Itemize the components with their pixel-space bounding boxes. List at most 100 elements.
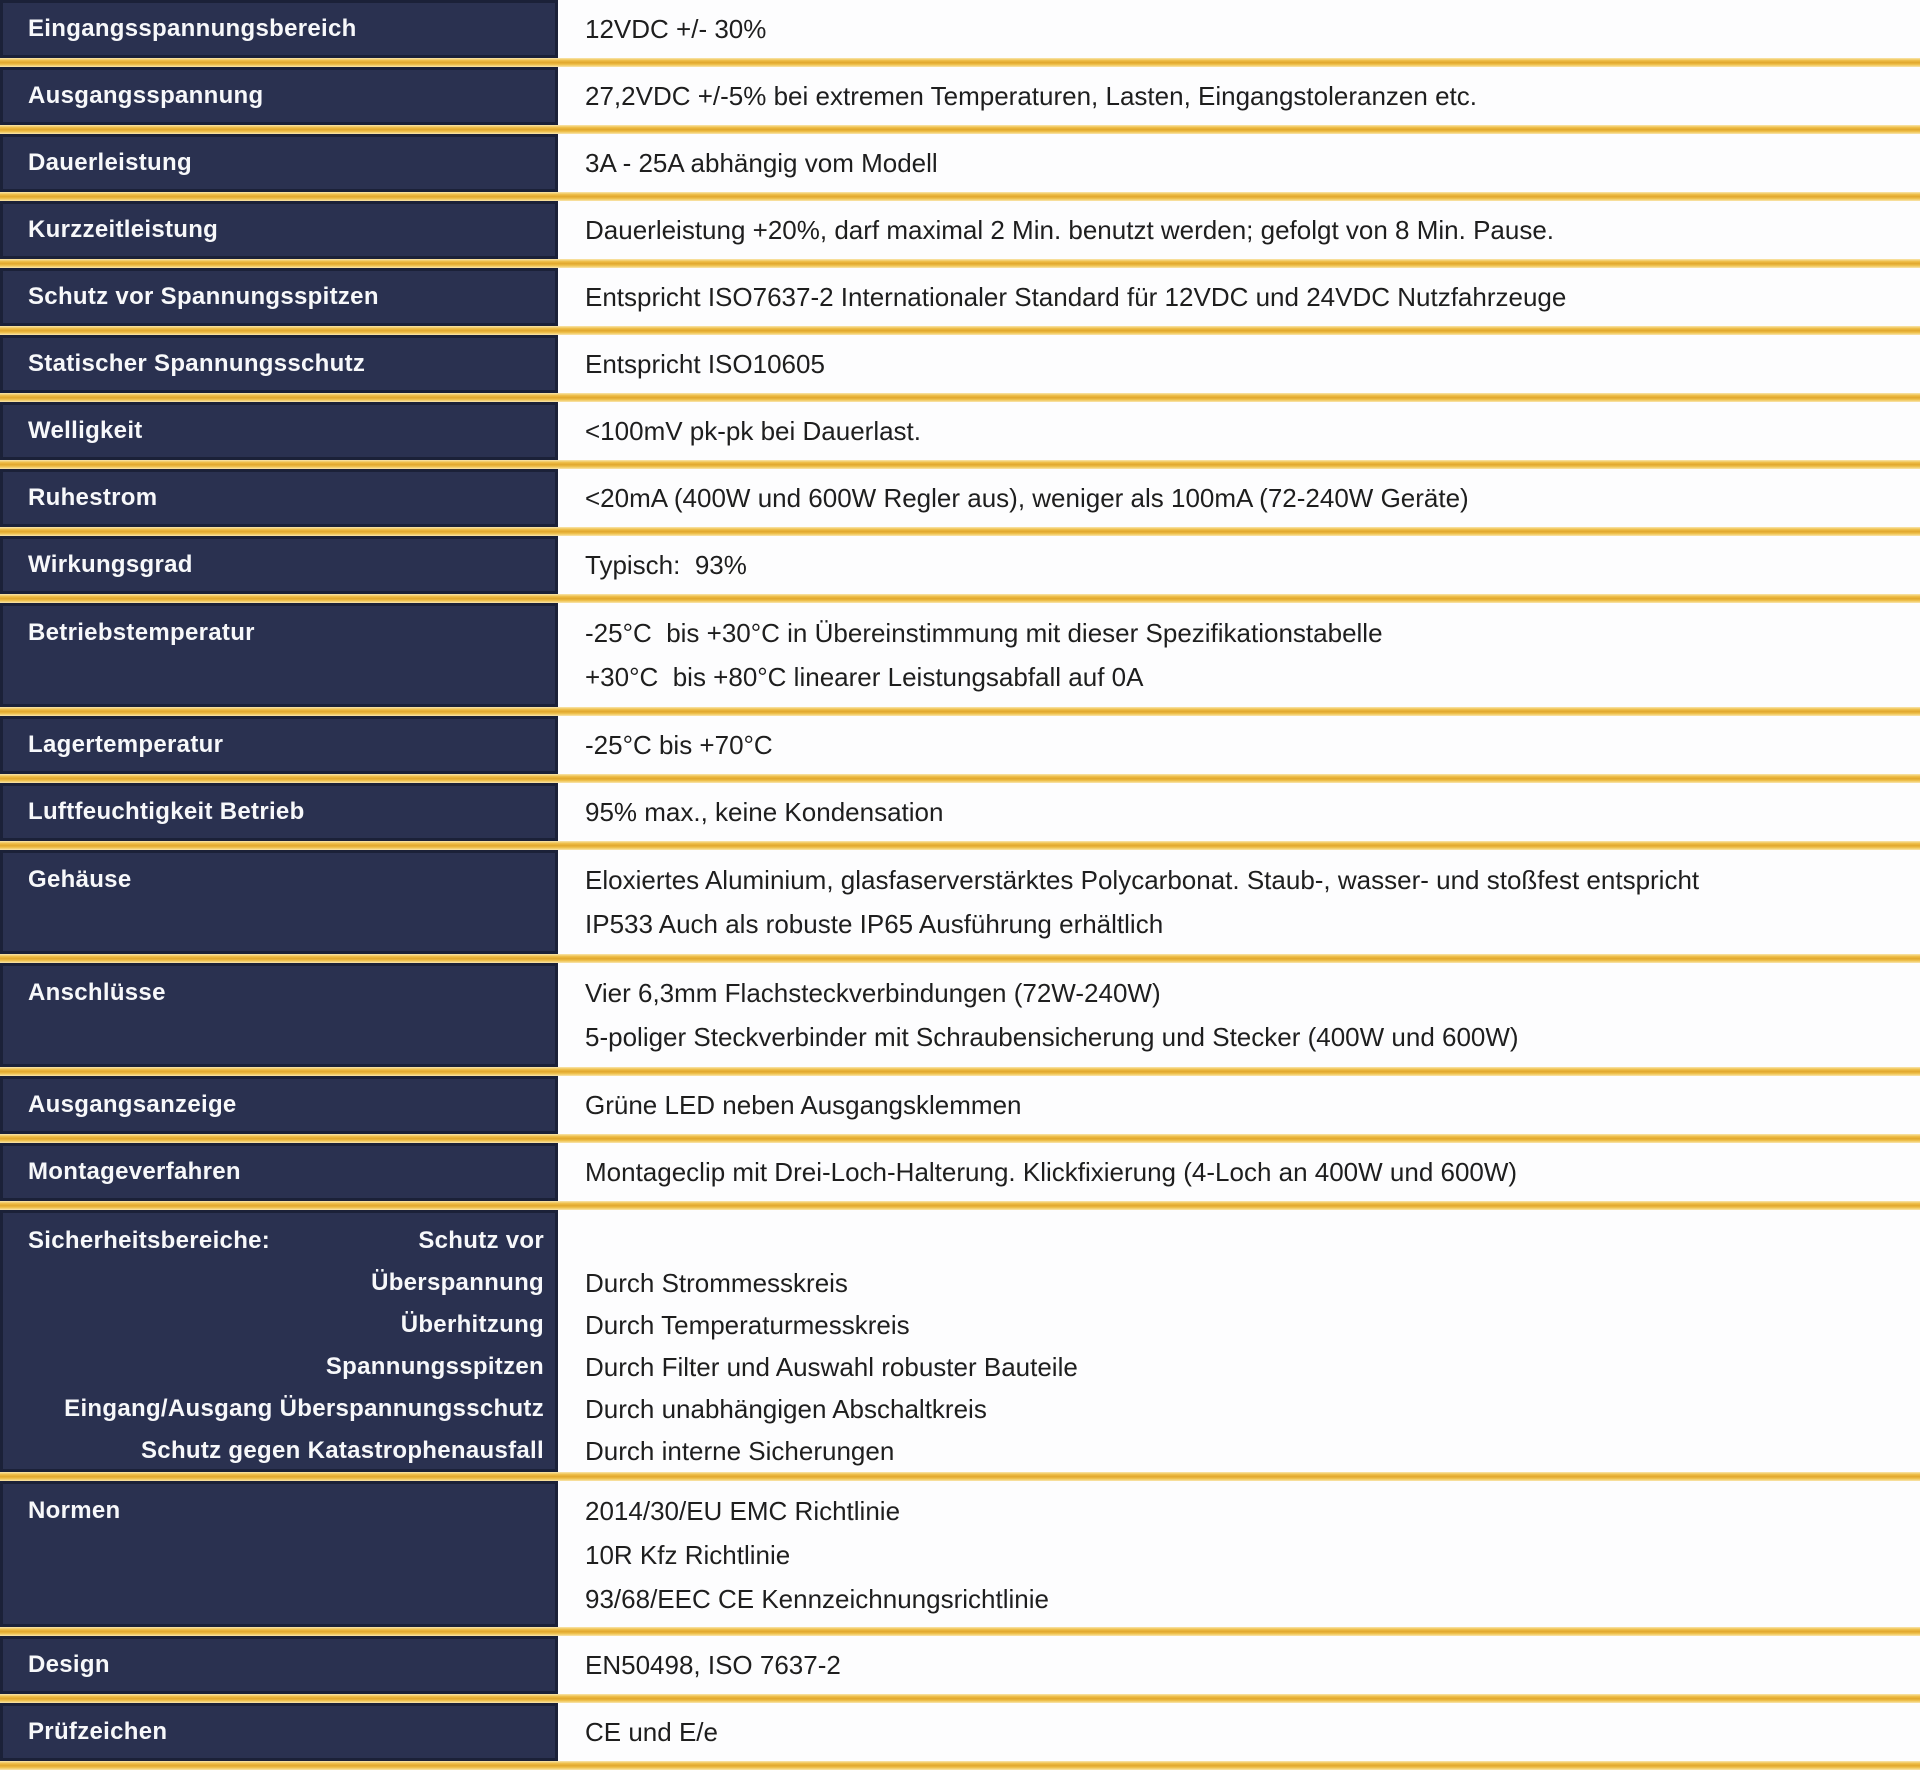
safety-sub-label: Eingang/Ausgang Überspannungsschutz [64, 1395, 544, 1422]
spec-value-line: 2014/30/EU EMC Richtlinie [585, 1496, 901, 1526]
spec-label: Lagertemperatur [28, 731, 224, 758]
spec-row-continuous-power: Dauerleistung 3A - 25A abhängig vom Mode… [0, 134, 1920, 192]
spec-value: 95% max., keine Kondensation [585, 797, 944, 827]
row-divider [0, 954, 1920, 963]
spec-value: Entspricht ISO7637-2 Internationaler Sta… [585, 282, 1567, 312]
spec-value: <20mA (400W und 600W Regler aus), wenige… [585, 483, 1469, 513]
spec-value-cell: 95% max., keine Kondensation [558, 783, 1920, 841]
spec-value: <100mV pk-pk bei Dauerlast. [585, 416, 922, 446]
spec-label: Ausgangsspannung [28, 82, 264, 109]
spec-row-static-protection: Statischer Spannungsschutz Entspricht IS… [0, 335, 1920, 393]
row-divider [0, 1761, 1920, 1770]
spec-label: Normen [28, 1497, 121, 1524]
safety-sub-label: Spannungsspitzen [325, 1353, 544, 1380]
row-divider [0, 527, 1920, 536]
spec-label-cell: Luftfeuchtigkeit Betrieb [0, 783, 558, 841]
row-divider [0, 1067, 1920, 1076]
safety-sub-label: Schutz vor [418, 1227, 544, 1254]
spec-value: Typisch: 93% [585, 550, 747, 580]
spec-value-cell: 27,2VDC +/-5% bei extremen Temperaturen,… [558, 67, 1920, 125]
spec-value: CE und E/e [585, 1717, 718, 1747]
spec-label-cell: Ausgangsspannung [0, 67, 558, 125]
spec-value-cell: 3A - 25A abhängig vom Modell [558, 134, 1920, 192]
row-divider [0, 707, 1920, 716]
spec-row-efficiency: Wirkungsgrad Typisch: 93% [0, 536, 1920, 594]
spec-value-line: Durch Strommesskreis [585, 1268, 848, 1298]
spec-value-line: 5-poliger Steckverbinder mit Schraubensi… [585, 1022, 1519, 1052]
spec-value-line: Durch Filter und Auswahl robuster Bautei… [585, 1352, 1078, 1382]
spec-value-cell: Entspricht ISO10605 [558, 335, 1920, 393]
spec-label-cell: Design [0, 1636, 558, 1694]
spec-value-line: Eloxiertes Aluminium, glasfaserverstärkt… [585, 865, 1700, 895]
spec-row-output-voltage: Ausgangsspannung 27,2VDC +/-5% bei extre… [0, 67, 1920, 125]
spec-label: Ruhestrom [28, 484, 158, 511]
spec-label-cell: Eingangsspannungsbereich [0, 0, 558, 58]
spec-label-cell: Lagertemperatur [0, 716, 558, 774]
spec-value-cell: -25°C bis +70°C [558, 716, 1920, 774]
spec-value-cell: Durch Strommesskreis Durch Temperaturmes… [558, 1210, 1920, 1472]
spec-label: Kurzzeitleistung [28, 216, 219, 243]
spec-value: Montageclip mit Drei-Loch-Halterung. Kli… [585, 1157, 1518, 1187]
spec-label-cell: Anschlüsse [0, 963, 558, 1067]
spec-value-line: Vier 6,3mm Flachsteckverbindungen (72W-2… [585, 978, 1161, 1008]
spec-row-output-indicator: Ausgangsanzeige Grüne LED neben Ausgangs… [0, 1076, 1920, 1134]
spec-label: Design [28, 1651, 110, 1678]
spec-label-cell: Ruhestrom [0, 469, 558, 527]
spec-value: 3A - 25A abhängig vom Modell [585, 148, 938, 178]
spec-label: Anschlüsse [28, 979, 166, 1006]
safety-sub-label: Überhitzung [400, 1311, 544, 1338]
spec-row-short-term-power: Kurzzeitleistung Dauerleistung +20%, dar… [0, 201, 1920, 259]
spec-label: Eingangsspannungsbereich [28, 15, 357, 42]
row-divider [0, 1472, 1920, 1481]
spec-row-operating-temp: Betriebstemperatur -25°C bis +30°C in Üb… [0, 603, 1920, 707]
spec-value-cell: Grüne LED neben Ausgangsklemmen [558, 1076, 1920, 1134]
spec-value-line: Durch unabhängigen Abschaltkreis [585, 1394, 987, 1424]
spec-label: Luftfeuchtigkeit Betrieb [28, 798, 305, 825]
spec-label-cell: Kurzzeitleistung [0, 201, 558, 259]
spec-row-design: Design EN50498, ISO 7637-2 [0, 1636, 1920, 1694]
row-divider [0, 460, 1920, 469]
spec-value-cell: -25°C bis +30°C in Übereinstimmung mit d… [558, 603, 1920, 707]
spec-value-cell: CE und E/e [558, 1703, 1920, 1761]
spec-row-quiescent-current: Ruhestrom <20mA (400W und 600W Regler au… [0, 469, 1920, 527]
spec-row-connections: Anschlüsse Vier 6,3mm Flachsteckverbindu… [0, 963, 1920, 1067]
spec-label: Schutz vor Spannungsspitzen [28, 283, 379, 310]
spec-value-line: 93/68/EEC CE Kennzeichnungsrichtlinie [585, 1584, 1049, 1614]
spec-label-cell: Montageverfahren [0, 1143, 558, 1201]
spec-label-cell: Sicherheitsbereiche: Schutz vor Überspan… [0, 1210, 558, 1472]
spec-label: Welligkeit [28, 417, 143, 444]
row-divider [0, 774, 1920, 783]
spec-value-cell: EN50498, ISO 7637-2 [558, 1636, 1920, 1694]
spec-row-housing: Gehäuse Eloxiertes Aluminium, glasfaserv… [0, 850, 1920, 954]
row-divider [0, 58, 1920, 67]
spec-value-cell: <100mV pk-pk bei Dauerlast. [558, 402, 1920, 460]
row-divider [0, 841, 1920, 850]
spec-label-cell: Schutz vor Spannungsspitzen [0, 268, 558, 326]
row-divider [0, 393, 1920, 402]
safety-sub-label: Schutz gegen Katastrophenausfall [141, 1437, 544, 1464]
row-divider [0, 1134, 1920, 1143]
spec-value-cell: Dauerleistung +20%, darf maximal 2 Min. … [558, 201, 1920, 259]
spec-value: Grüne LED neben Ausgangsklemmen [585, 1090, 1022, 1120]
spec-row-ripple: Welligkeit <100mV pk-pk bei Dauerlast. [0, 402, 1920, 460]
spec-label: Prüfzeichen [28, 1718, 168, 1745]
spec-label-cell: Wirkungsgrad [0, 536, 558, 594]
spec-value-line: Durch interne Sicherungen [585, 1436, 895, 1466]
safety-sub-label: Überspannung [371, 1269, 544, 1296]
spec-row-spike-protection: Schutz vor Spannungsspitzen Entspricht I… [0, 268, 1920, 326]
spec-label: Wirkungsgrad [28, 551, 193, 578]
spec-value: Dauerleistung +20%, darf maximal 2 Min. … [585, 215, 1555, 245]
spec-value: EN50498, ISO 7637-2 [585, 1650, 841, 1680]
spec-label-cell: Gehäuse [0, 850, 558, 954]
spec-label-cell: Betriebstemperatur [0, 603, 558, 707]
spec-label-cell: Statischer Spannungsschutz [0, 335, 558, 393]
spec-value-cell: 2014/30/EU EMC Richtlinie 10R Kfz Richtl… [558, 1481, 1920, 1627]
spec-label: Statischer Spannungsschutz [28, 350, 366, 377]
spec-label: Betriebstemperatur [28, 619, 255, 646]
spec-label-cell: Dauerleistung [0, 134, 558, 192]
spec-label-cell: Ausgangsanzeige [0, 1076, 558, 1134]
spec-label-cell: Welligkeit [0, 402, 558, 460]
spec-label-cell: Normen [0, 1481, 558, 1627]
spec-value-line: +30°C bis +80°C linearer Leistungsabfall… [585, 662, 1144, 692]
spec-label: Gehäuse [28, 866, 132, 893]
